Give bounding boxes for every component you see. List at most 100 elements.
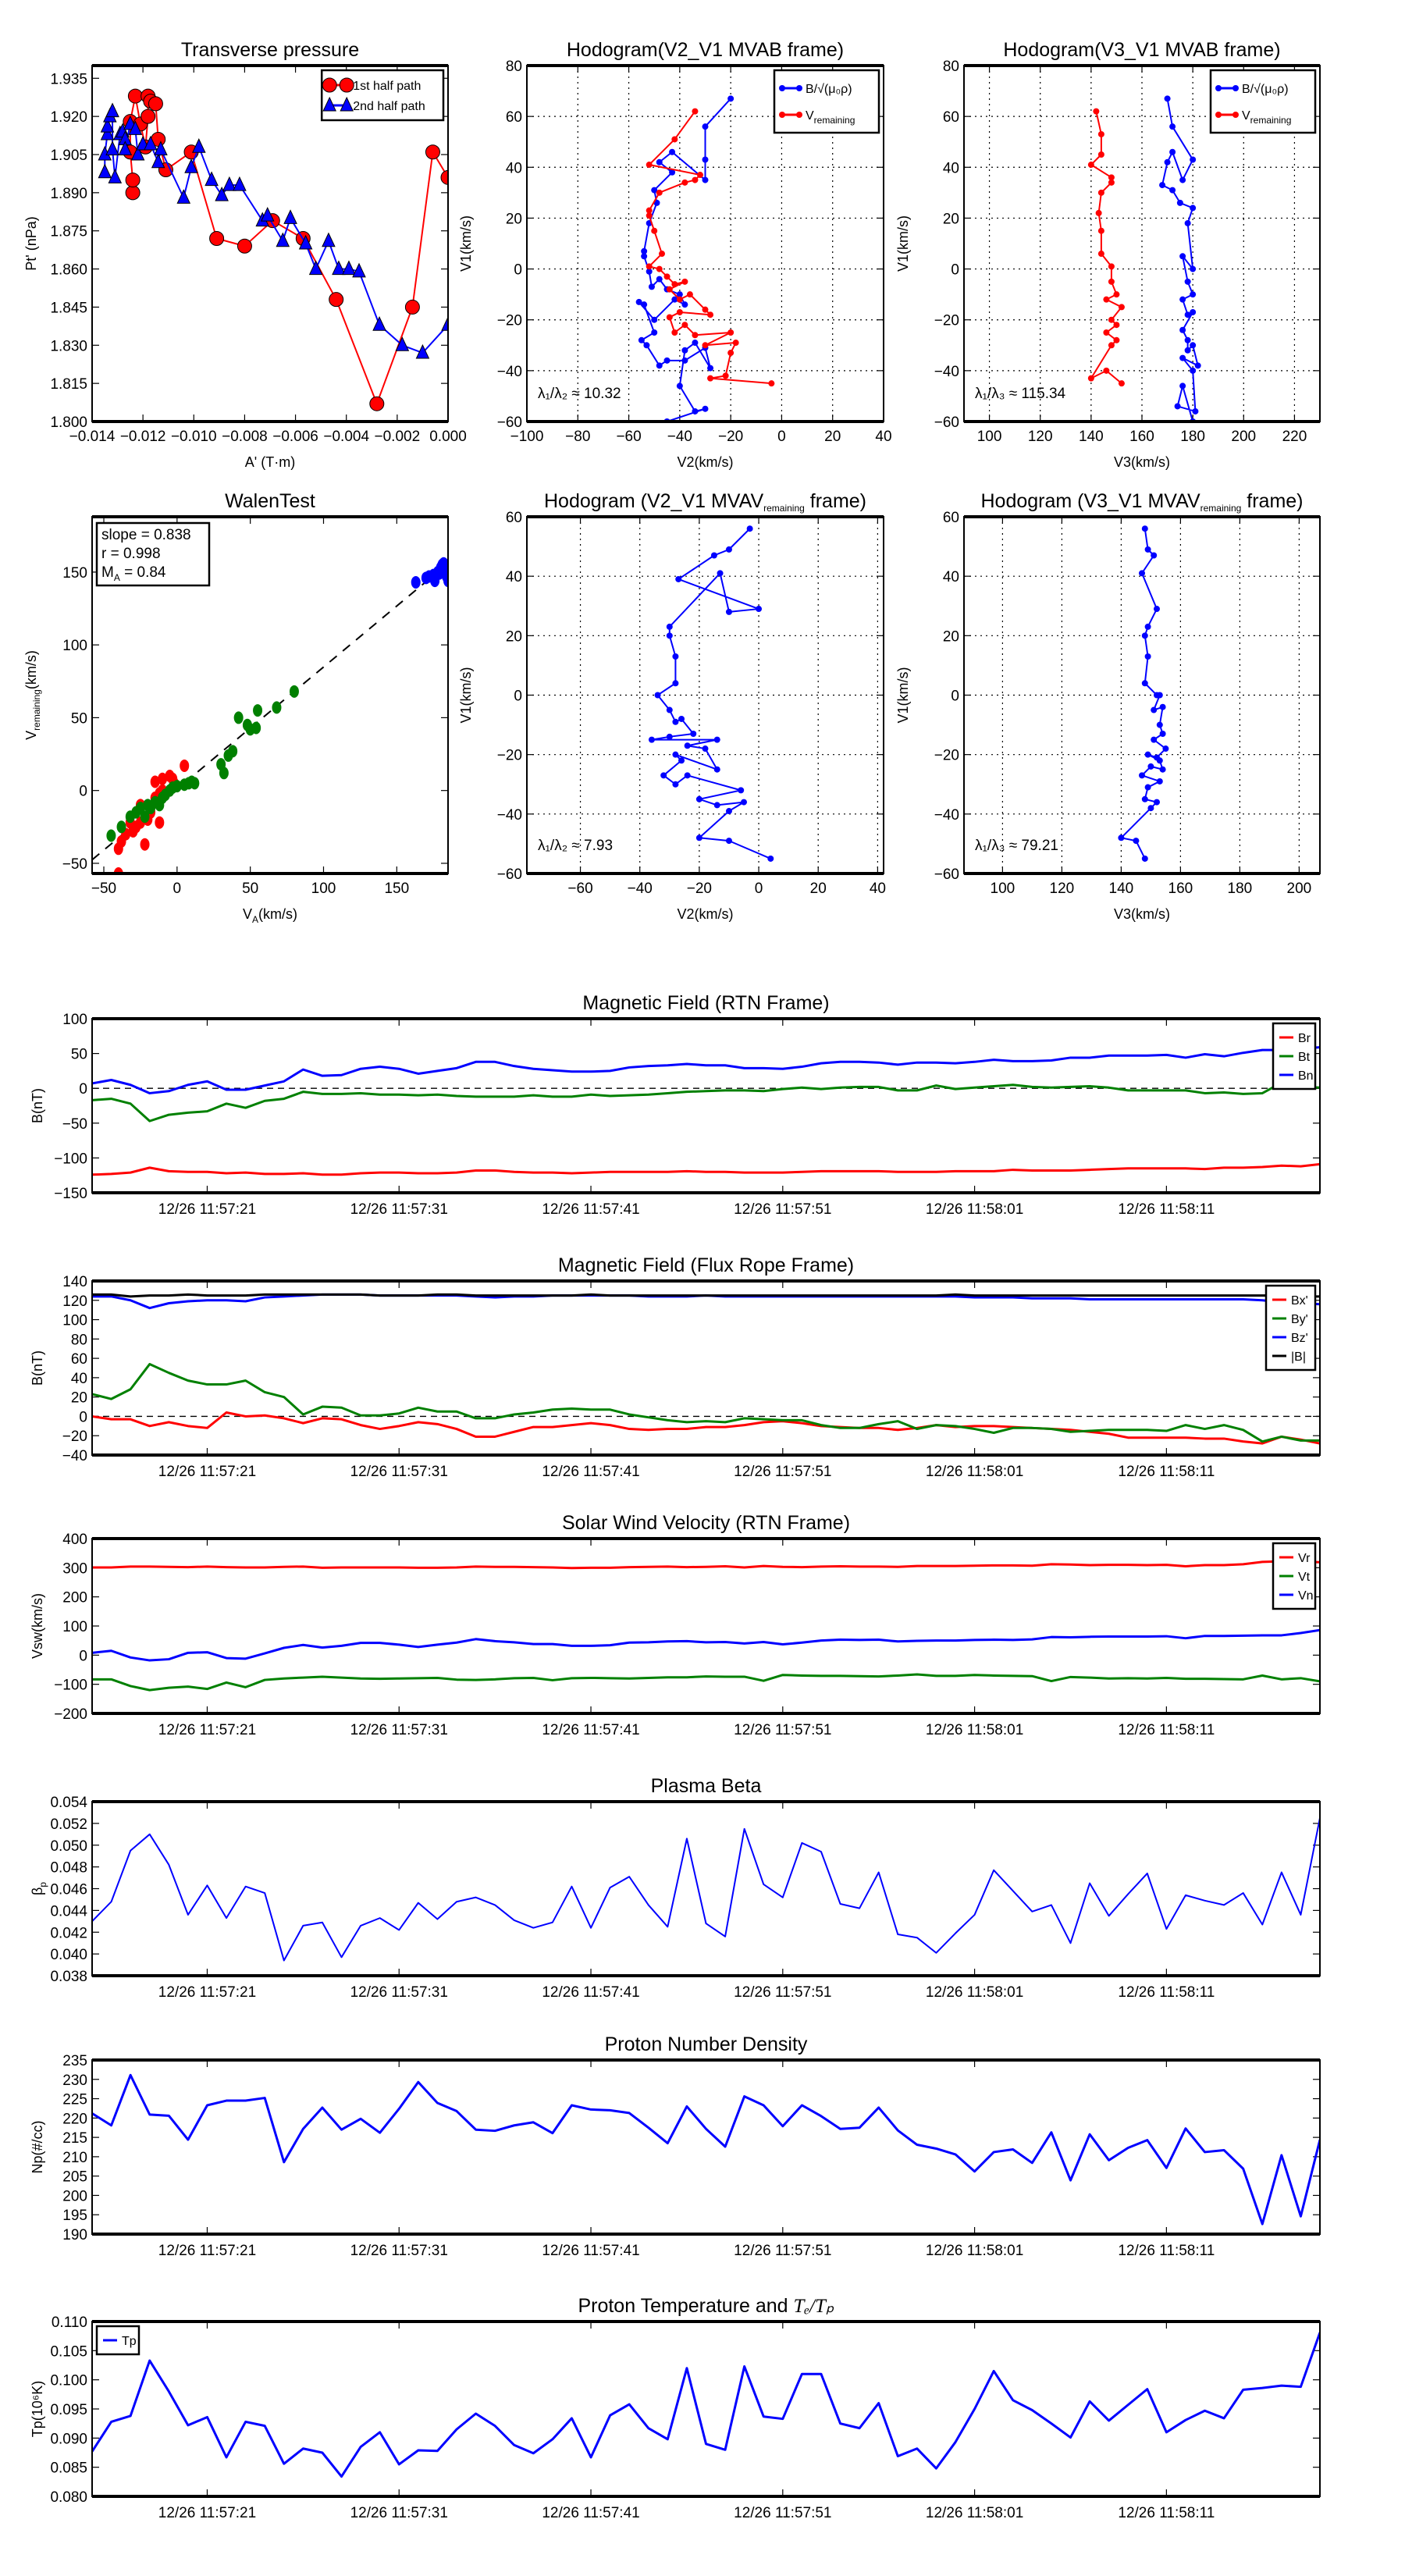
- x-tick-label: 40: [870, 881, 886, 897]
- red-point: [155, 816, 165, 829]
- 2nd-half-path-point: [128, 120, 143, 135]
- x-tick-label: 12/26 11:58:01: [926, 1201, 1023, 1218]
- y-tick-label: 200: [62, 1590, 87, 1606]
- x-tick-label: 12/26 11:58:01: [926, 2505, 1023, 2521]
- v-remaining-point: [681, 322, 688, 329]
- by-line: [92, 1363, 1320, 1443]
- chart-title-text: Hodogram (V3_V1 MVAV: [980, 490, 1200, 512]
- v-remaining-point: [1103, 329, 1110, 336]
- y-tick-label: 1.890: [50, 186, 87, 202]
- y-tick-label: 80: [943, 59, 959, 75]
- chart-title: Hodogram (V2_V1 MVAVremaining frame): [544, 490, 866, 514]
- hodogram-point: [738, 787, 745, 794]
- legend-item-bt: Bt: [1279, 1051, 1311, 1064]
- y-tick-label: 20: [506, 211, 522, 227]
- v-remaining-point: [651, 227, 658, 234]
- proton-temperature-and-panel: 12/26 11:57:21 12/26 11:57:31 12/26 11:57:…: [30, 2295, 1321, 2521]
- legend-item-vt: Vt: [1279, 1571, 1311, 1584]
- v-remaining-point: [1087, 375, 1094, 382]
- hodogram-point: [746, 525, 753, 532]
- x-tick-label: 12/26 11:58:01: [926, 1464, 1023, 1480]
- v-remaining-point: [1095, 209, 1102, 216]
- 2nd-half-path-point: [98, 163, 112, 179]
- hodogram-point: [684, 742, 691, 749]
- 2nd-half-path-point: [372, 316, 386, 331]
- v-remaining-point: [656, 265, 663, 272]
- v-remaining-point: [1097, 251, 1104, 258]
- b-sqrt-mu0-rho-point: [635, 298, 642, 305]
- legend-item-b-sqrt-mu0-rho: B/√(μ₀ρ): [779, 83, 852, 96]
- x-tick-label: 12/26 11:58:11: [1118, 1464, 1215, 1480]
- v-remaining-point: [646, 212, 653, 219]
- plasma-beta-panel: 12/26 11:57:21 12/26 11:57:31 12/26 11:57:…: [30, 1775, 1321, 2001]
- y-tick-label: 0: [514, 262, 522, 279]
- hodogram-point: [666, 733, 673, 740]
- x-tick-label: 12/26 11:57:51: [734, 1464, 831, 1480]
- x-tick-label: 180: [1228, 881, 1253, 897]
- x-tick-label: 160: [1129, 429, 1154, 445]
- x-tick-label: 12/26 11:57:21: [158, 2243, 256, 2259]
- x-axis-label-text: V2(km/s): [678, 906, 734, 922]
- 1st-half-path-point: [369, 396, 385, 411]
- x-tick-label: 12/26 11:57:51: [734, 1722, 831, 1738]
- x-tick-label: 12/26 11:58:01: [926, 2243, 1023, 2259]
- hodogram-point: [678, 715, 685, 722]
- v-remaining-point: [692, 108, 699, 115]
- v-remaining-point: [727, 350, 735, 357]
- hodogram-point: [1147, 805, 1154, 812]
- x-axis-label: V3(km/s): [1114, 906, 1170, 922]
- legend-marker-swatch: [340, 96, 354, 112]
- legend-label-subscript: remaining: [814, 115, 855, 126]
- v-remaining-point: [681, 179, 688, 186]
- legend: 1st half path 2nd half path: [320, 69, 445, 122]
- hodogram-point: [690, 731, 697, 738]
- x-tick-label: −80: [565, 429, 590, 445]
- legend-item-bn: Bn: [1279, 1069, 1314, 1083]
- legend-item-v-remaining: Vremaining: [779, 109, 855, 126]
- 2nd-half-path-point: [298, 234, 313, 250]
- 1st-half-path-point: [440, 169, 448, 185]
- chart-title-text: Hodogram(V3_V1 MVAB frame): [1003, 39, 1280, 61]
- y-tick-label: 50: [71, 710, 87, 727]
- y-tick-label: 0.080: [50, 2489, 87, 2506]
- y-tick-label: 40: [943, 160, 959, 176]
- hodogram-v3-v1-mvab-frame-panel: 100 120 140 160 180 200 220 −60 −40 −20 0 20 40 60 80 H…: [895, 39, 1321, 470]
- hodogram-point: [672, 718, 679, 725]
- b-sqrt-mu0-rho-point: [1179, 176, 1186, 183]
- b-sqrt-mu0-rho-point: [681, 357, 688, 364]
- b-sqrt-mu0-rho-point: [1179, 354, 1186, 361]
- stats-line: MA = 0.84: [101, 564, 166, 583]
- y-axis-label-text: B(nT): [30, 1088, 45, 1123]
- hodogram-point: [713, 736, 720, 743]
- y-axis-label: Tp(10⁶K): [30, 2381, 45, 2437]
- legend-label-text: Tp: [122, 2335, 137, 2348]
- eigenvalue-ratio-annotation: λ₁/λ₃ ≈ 79.21: [975, 838, 1058, 854]
- x-axis-label-text: V3(km/s): [1114, 454, 1170, 470]
- y-axis-label-text: V1(km/s): [895, 667, 911, 724]
- legend-label-text: B/√(μ₀ρ): [1242, 83, 1289, 96]
- x-tick-label: 12/26 11:58:11: [1118, 1201, 1215, 1218]
- x-tick-label: 150: [384, 881, 409, 897]
- 2nd-half-path-point: [192, 138, 206, 153]
- legend: Tp: [95, 2325, 140, 2356]
- hodogram-point: [1156, 777, 1163, 785]
- x-tick-label: −0.010: [171, 429, 217, 445]
- hodogram-point: [1141, 680, 1148, 687]
- v-remaining-point: [1108, 174, 1115, 181]
- y-tick-label: −60: [934, 415, 959, 431]
- legend-item-bz: Bz': [1272, 1332, 1308, 1345]
- proton-number-density-panel: 12/26 11:57:21 12/26 11:57:31 12/26 11:57:…: [30, 2033, 1321, 2259]
- v-remaining-point: [696, 172, 703, 179]
- green-point: [135, 802, 145, 815]
- y-tick-label: 0.052: [50, 1816, 87, 1833]
- chart-title: Hodogram (V3_V1 MVAVremaining frame): [980, 490, 1303, 514]
- b-sqrt-mu0-rho-point: [669, 169, 676, 176]
- legend-marker-swatch: [339, 77, 354, 93]
- legend-label-text: Bz': [1291, 1332, 1308, 1345]
- chart-title-subscript: remaining: [763, 503, 805, 514]
- y-tick-label: 0.038: [50, 1969, 87, 1985]
- hodogram-point: [1118, 834, 1125, 841]
- b-line: [92, 1293, 1320, 1298]
- x-tick-label: 120: [1028, 429, 1053, 445]
- y-tick-label: −40: [934, 364, 959, 380]
